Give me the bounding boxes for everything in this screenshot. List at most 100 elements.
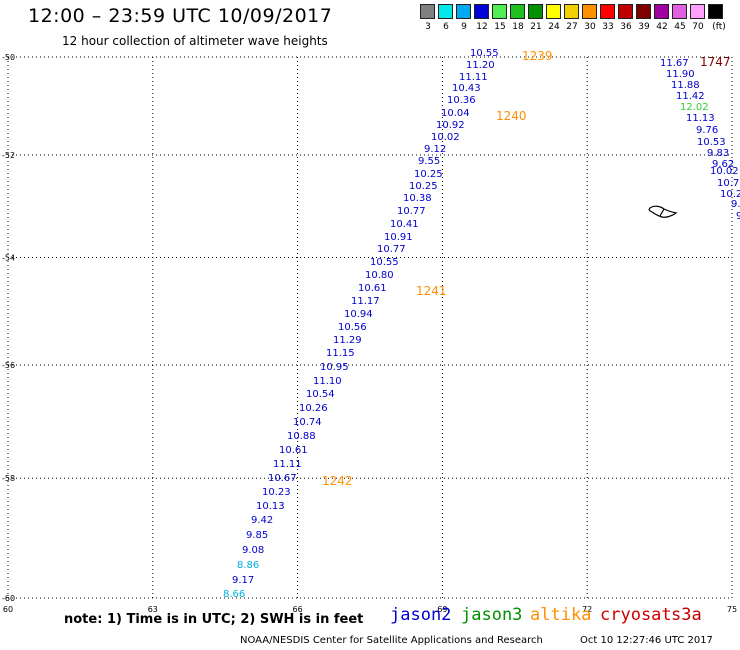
swh-reading: 10.04 [441,108,470,119]
swh-reading: 10.77 [377,244,406,255]
legend-value: 9 [461,22,467,32]
legend-swatch [600,4,615,19]
swh-reading: 11.29 [333,335,362,346]
satellite-legend-entry: jason2 [390,605,452,625]
footer-note: note: 1) Time is in UTC; 2) SWH is in fe… [64,612,364,627]
swh-reading: 10.55 [470,48,499,59]
latitude-tick-label: -50 [2,53,15,62]
legend-swatch [708,4,723,19]
swh-reading: 11.90 [666,69,695,80]
swh-reading: 8.86 [237,560,259,571]
swh-reading: 9.83 [707,148,729,159]
pass-time-label: 1241 [416,284,447,298]
swh-reading: 10.55 [370,257,399,268]
satellite-tracks: 8.66 9.17 8.86 9.08 9.85 9.42 10.13 10.23 10.67 1… [223,48,740,600]
swh-reading: 10.80 [365,270,394,281]
legend-value: 39 [638,22,650,32]
legend-value: 27 [566,22,578,32]
swh-reading: 10.53 [697,137,726,148]
swh-reading: 10.25 [414,169,443,180]
swh-reading: 10.36 [447,95,476,106]
longitude-tick-label: 63 [148,605,158,614]
swh-reading: 9 [736,211,740,222]
legend-swatch [618,4,633,19]
swh-reading: 10.56 [338,322,367,333]
swh-reading: 10.67 [268,473,297,484]
legend-value: 18 [512,22,524,32]
legend-value: 36 [620,22,632,32]
swh-reading: 11.17 [351,296,380,307]
island-outline [648,205,678,218]
swh-reading: 11.11 [273,459,302,470]
satellite-legend-entry: s3a [671,605,702,625]
legend-swatch [438,4,453,19]
latitude-tick-label: -56 [2,361,15,370]
swh-reading: 10.13 [256,501,285,512]
latitude-tick-label: -60 [2,594,15,603]
swh-reading: 12.02 [680,102,709,113]
swh-reading: 9.12 [424,144,446,155]
swh-reading: 10.94 [344,309,373,320]
swh-reading: 10.95 [320,362,349,373]
swh-reading: 11.11 [459,72,488,83]
legend-swatch [420,4,435,19]
legend-value: 42 [656,22,668,32]
legend-value: 24 [548,22,560,32]
swh-reading: 11.67 [660,58,689,69]
legend-swatch [672,4,687,19]
legend-swatch [474,4,489,19]
legend-value: 21 [530,22,542,32]
longitude-tick-label: 69 [437,605,447,614]
latitude-tick-label: -58 [2,474,15,483]
map-grid [7,56,733,599]
swh-reading: 9.55 [418,156,440,167]
swh-reading: 10.54 [306,389,335,400]
legend-value: 33 [602,22,614,32]
swh-reading: 11.10 [313,376,342,387]
page-subtitle: 12 hour collection of altimeter wave hei… [62,34,328,48]
legend-value: 3 [425,22,431,32]
swh-reading: 10.2 [720,189,740,200]
legend-swatch [582,4,597,19]
swh-reading: 11.42 [676,91,705,102]
swh-reading: 10.26 [299,403,328,414]
swh-reading: 9. [731,199,740,210]
legend-swatch [690,4,705,19]
legend-value: 6 [443,22,449,32]
legend-swatch [564,4,579,19]
swh-reading: 10.74 [293,417,322,428]
longitude-tick-label: 75 [727,605,737,614]
swh-reading: 9.76 [696,125,718,136]
swh-reading: 10.61 [279,445,308,456]
legend-swatch [528,4,543,19]
pass-time-label: 1239 [522,49,553,63]
pass-time-label: 1240 [496,109,527,123]
legend-value: 30 [584,22,596,32]
legend-unit: (ft) [712,22,726,32]
swh-reading: 10.61 [358,283,387,294]
swh-reading: 11.13 [686,113,715,124]
satellite-legend-entry: cryosat [600,605,672,625]
swh-reading: 9.08 [242,545,264,556]
swh-reading: 10.88 [287,431,316,442]
satellite-legend-entry: jason3 [461,605,523,625]
swh-reading: 9.17 [232,575,254,586]
map-axes: -50 -52 -54 -56 -58 -60 60 63 66 69 72 75 [2,53,737,614]
swh-reading: 10.92 [436,120,465,131]
legend-swatch [654,4,669,19]
swh-reading: 11.88 [671,80,700,91]
legend-swatch [492,4,507,19]
swh-reading: 11.20 [466,60,495,71]
swh-reading: 10.78 [717,178,740,189]
legend-swatch [510,4,525,19]
footer-timestamp: Oct 10 12:27:46 UTC 2017 [580,635,713,646]
legend-value: 70 [692,22,704,32]
swh-reading: 10.77 [397,206,426,217]
legend-value: 15 [494,22,506,32]
swh-reading: 9.42 [251,515,273,526]
swh-reading: 10.91 [384,232,413,243]
longitude-tick-label: 72 [582,605,592,614]
page-title: 12:00 – 23:59 UTC 10/09/2017 [28,5,333,27]
